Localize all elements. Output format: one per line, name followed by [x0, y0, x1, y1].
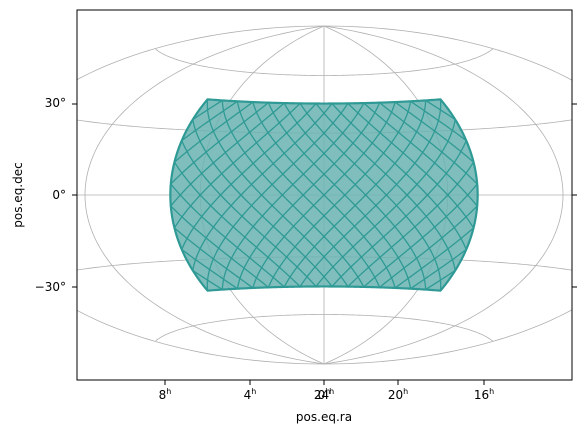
y-tick-label-0: 0°	[52, 188, 66, 202]
x-axis-label: pos.eq.ra	[296, 410, 352, 424]
grid-boundary	[323, 25, 572, 365]
x-tick-label-0h: 0h	[318, 387, 331, 402]
grid-parallel	[155, 314, 494, 342]
y-axis-label: pos.eq.dec	[11, 162, 25, 227]
x-tick-label-4h: 4h	[244, 387, 257, 402]
mesh-line	[170, 99, 289, 291]
y-tick-label-30: 30°	[45, 96, 66, 110]
x-tick-label-16h: 16h	[474, 387, 494, 402]
frame-ticks	[72, 103, 577, 385]
mesh-line	[170, 99, 301, 291]
mesh-line	[170, 99, 313, 291]
mesh-line	[170, 99, 277, 291]
mesh-line	[170, 99, 266, 291]
mesh-line	[170, 99, 301, 291]
mesh-line	[170, 99, 277, 291]
mesh-line	[170, 99, 266, 291]
mesh-line	[170, 99, 289, 291]
x-tick-label-8h: 8h	[159, 387, 172, 402]
grid-parallel	[155, 48, 494, 76]
plot-frame	[76, 9, 573, 381]
x-tick-labels: 8h 4h 0h 24h 20h 16h	[159, 387, 495, 402]
x-tick-label-20h: 20h	[388, 387, 408, 402]
mesh-line	[170, 99, 325, 291]
x-tick-label-24h: 24h	[314, 387, 334, 402]
y-tick-label-minus30: −30°	[35, 280, 66, 294]
y-tick-labels: 30° 0° −30°	[35, 96, 66, 294]
grid-boundary	[77, 25, 325, 365]
